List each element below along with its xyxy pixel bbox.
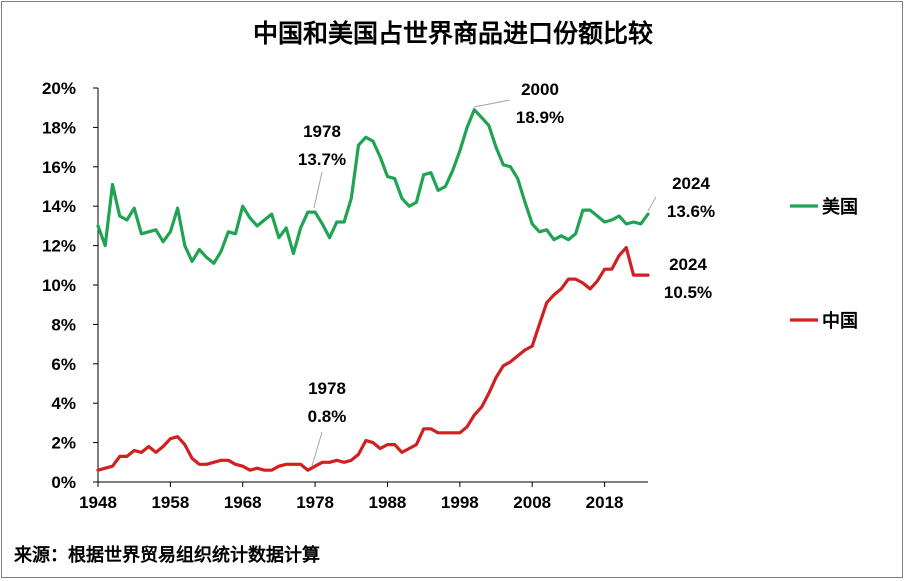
y-tick-label: 14% bbox=[42, 197, 76, 216]
y-tick-label: 2% bbox=[51, 434, 76, 453]
annotation-leader-line bbox=[647, 196, 657, 212]
x-tick-label: 1988 bbox=[369, 493, 407, 512]
y-tick-label: 4% bbox=[51, 394, 76, 413]
source-note: 来源：根据世界贸易组织统计数据计算 bbox=[14, 545, 320, 566]
series-line-usa bbox=[96, 108, 650, 265]
legend-label-usa: 美国 bbox=[822, 196, 858, 218]
annotation-year-usa: 2024 bbox=[672, 174, 710, 193]
annotation-leader-line bbox=[473, 99, 511, 108]
annotation-year-usa: 2000 bbox=[521, 80, 559, 99]
x-tick-label: 1948 bbox=[79, 493, 117, 512]
series-lines bbox=[96, 108, 650, 472]
y-tick-label: 10% bbox=[42, 276, 76, 295]
x-tick-label: 1978 bbox=[296, 493, 334, 512]
y-tick-label: 20% bbox=[42, 79, 76, 98]
annotations: 1978 13.7% 2000 18.9% 2024 13.6% 1978 0.8% 2024 1… bbox=[298, 80, 715, 467]
annotation-value-china: 10.5% bbox=[664, 283, 712, 302]
y-tick-label: 16% bbox=[42, 158, 76, 177]
y-tick-label: 18% bbox=[42, 118, 76, 137]
annotation-year-china: 1978 bbox=[308, 379, 346, 398]
y-tick-label: 6% bbox=[51, 355, 76, 374]
x-tick-label: 1998 bbox=[441, 493, 479, 512]
series-line-china bbox=[96, 246, 650, 472]
y-tick-label: 12% bbox=[42, 237, 76, 256]
annotation-leader-line bbox=[311, 431, 323, 467]
y-tick-label: 8% bbox=[51, 315, 76, 334]
x-tick-label: 1958 bbox=[151, 493, 189, 512]
axes bbox=[93, 87, 648, 487]
annotation-year-china: 2024 bbox=[669, 255, 707, 274]
annotation-value-usa: 13.6% bbox=[667, 202, 715, 221]
chart-title: 中国和美国占世界商品进口份额比较 bbox=[252, 19, 653, 48]
annotation-value-usa: 13.7% bbox=[298, 150, 346, 169]
x-tick-label: 2008 bbox=[513, 493, 551, 512]
y-tick-labels: 0% 2% 4% 6% 8% 10% 12% 14% 16% 18% 20% bbox=[42, 79, 76, 492]
x-tick-label: 1968 bbox=[224, 493, 262, 512]
annotation-value-usa: 18.9% bbox=[516, 108, 564, 127]
annotation-leader-line bbox=[313, 171, 323, 209]
annotation-value-china: 0.8% bbox=[308, 407, 347, 426]
legend-label-china: 中国 bbox=[822, 310, 858, 332]
x-tick-label: 2018 bbox=[586, 493, 624, 512]
y-tick-label: 0% bbox=[51, 473, 76, 492]
annotation-year-usa: 1978 bbox=[303, 122, 341, 141]
x-tick-labels: 1948 1958 1968 1978 1988 1998 2008 2018 bbox=[79, 493, 623, 512]
